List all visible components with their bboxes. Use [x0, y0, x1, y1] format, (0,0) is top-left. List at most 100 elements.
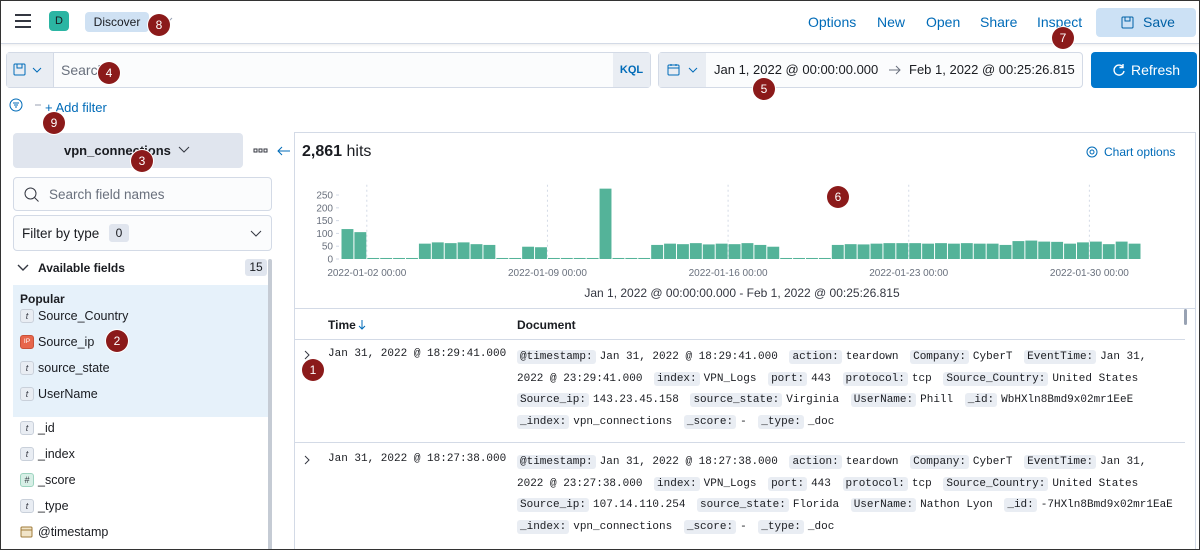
histogram-bar	[1025, 240, 1038, 259]
filter-chevron	[250, 230, 262, 237]
field-value: Florida	[792, 499, 840, 512]
refresh-button[interactable]: Refresh	[1091, 52, 1197, 88]
field-name: @timestamp	[38, 525, 109, 539]
field-type-icon: t	[20, 499, 34, 513]
end-date[interactable]: Feb 1, 2022 @ 00:25:26.815	[909, 62, 1075, 77]
field-search[interactable]: Search field names	[13, 177, 272, 211]
search-input[interactable]: Search	[61, 62, 106, 78]
histogram-bar	[947, 243, 960, 259]
annotation: 9	[43, 112, 65, 134]
popular-heading: Popular	[20, 292, 65, 306]
sidebar-actions[interactable]	[253, 145, 293, 157]
histogram-bar	[444, 243, 457, 259]
refresh-label: Refresh	[1131, 62, 1181, 78]
histogram-bar	[1102, 244, 1115, 259]
hit-count: 2,861 hits	[302, 143, 371, 161]
histogram-bar	[793, 257, 806, 259]
index-pattern-button[interactable]: vpn_connections	[13, 133, 243, 168]
field-key: action:	[789, 455, 842, 469]
language-toggle[interactable]: KQL	[613, 53, 650, 87]
histogram-bar	[857, 244, 870, 259]
search-icon	[24, 187, 39, 202]
histogram-bar	[715, 243, 728, 259]
annotation: 2	[106, 330, 128, 352]
chart-options[interactable]: Chart options	[1104, 145, 1176, 159]
field-name: source_state	[38, 361, 110, 375]
histogram-bar	[496, 257, 509, 259]
menu-link[interactable]: New	[877, 14, 906, 30]
quick-select-button[interactable]	[659, 53, 706, 87]
field-item[interactable]: t _id	[13, 415, 268, 441]
field-item[interactable]: # _score	[13, 467, 268, 493]
add-filter[interactable]: + Add filter	[45, 100, 107, 115]
menu-link[interactable]: Options	[808, 14, 857, 30]
field-value: VPN_Logs	[703, 372, 757, 385]
menu-link[interactable]: Open	[926, 14, 961, 30]
row-time: Jan 31, 2022 @ 18:27:38.000	[328, 453, 507, 465]
field-value: 143.23.45.158	[593, 394, 679, 407]
field-key: UserName:	[850, 393, 917, 408]
histogram-bar	[586, 257, 599, 259]
start-date[interactable]: Jan 1, 2022 @ 00:00:00.000	[714, 62, 879, 77]
histogram-bar	[767, 246, 780, 259]
field-value: Jan 31, 2022 @ 23:27:38.000	[517, 456, 1147, 490]
save-button[interactable]: Save	[1096, 8, 1196, 37]
field-value: Nathon Lyon	[920, 499, 993, 512]
histogram-bar	[638, 257, 651, 259]
field-item[interactable]: @timestamp	[13, 519, 268, 545]
column-header[interactable]: Time	[328, 318, 356, 332]
field-item[interactable]: t _index	[13, 441, 268, 467]
date-picker	[658, 52, 1083, 88]
field-value: tcp	[911, 477, 932, 490]
field-item[interactable]: t UserName	[13, 381, 268, 407]
field-name: _type	[38, 499, 69, 513]
available-fields-heading: Available fields	[38, 261, 125, 275]
field-key: source_state:	[697, 498, 789, 513]
field-key: Source_Country:	[943, 476, 1049, 491]
histogram-bar	[483, 244, 496, 259]
field-value: teardown	[845, 351, 899, 363]
filter-by-type[interactable]: Filter by type 0	[13, 215, 272, 251]
breadcrumb[interactable]: Discover	[85, 12, 149, 32]
histogram-bar	[1076, 242, 1089, 259]
hits-label: hits	[346, 143, 372, 160]
field-item[interactable]: t Source_Country	[13, 303, 268, 329]
sort-icon[interactable]	[357, 319, 367, 331]
annotation: 8	[148, 14, 170, 36]
field-item[interactable]: t _type	[13, 493, 268, 519]
histogram-bar	[418, 243, 431, 259]
histogram-bar	[831, 244, 844, 259]
field-key: EventTime:	[1024, 350, 1097, 364]
menu-link[interactable]: Inspect	[1037, 14, 1083, 30]
top-bar	[1, 1, 1199, 44]
histogram-bar	[986, 243, 999, 259]
divider	[295, 442, 1185, 443]
field-type-icon: t	[20, 447, 34, 461]
saved-query-button[interactable]	[7, 53, 54, 87]
filter-menu-icon[interactable]	[9, 98, 41, 112]
field-key: _index:	[517, 520, 570, 535]
field-value: 443	[811, 477, 831, 490]
row-time: Jan 31, 2022 @ 18:29:41.000	[328, 348, 507, 360]
histogram-bar	[535, 247, 547, 259]
space-avatar[interactable]: D	[49, 11, 69, 31]
histogram-bar	[806, 257, 818, 259]
index-pattern-chevron	[178, 146, 190, 153]
field-item[interactable]: t source_state	[13, 355, 268, 381]
field-key: @timestamp:	[517, 350, 596, 364]
expand-row[interactable]	[302, 454, 312, 466]
histogram-bar	[522, 246, 535, 259]
x-tick-label: 2022-01-16 00:00	[689, 268, 768, 279]
annotation: 3	[131, 150, 153, 172]
menu-link[interactable]: Share	[980, 14, 1018, 30]
menu-button[interactable]	[14, 13, 32, 29]
field-item[interactable]: IP Source_ip	[13, 329, 268, 355]
available-chevron[interactable]	[17, 263, 29, 273]
field-value: -	[740, 521, 747, 534]
expand-row[interactable]	[302, 349, 312, 361]
field-name: _index	[38, 447, 75, 461]
histogram-bar	[896, 243, 909, 259]
field-name: _score	[38, 473, 76, 487]
main-panel	[294, 132, 1196, 549]
field-type-icon: #	[20, 473, 34, 487]
